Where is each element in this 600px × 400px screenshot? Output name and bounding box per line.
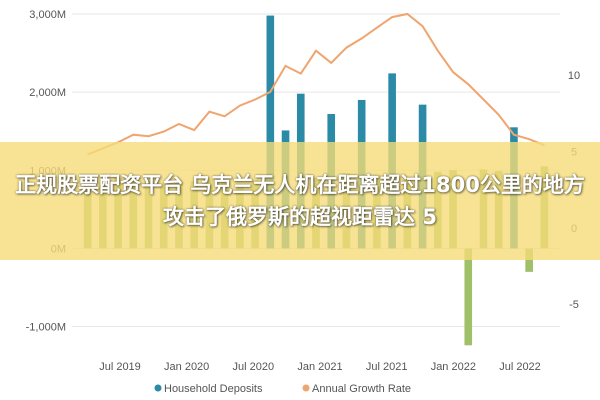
x-tick-label: Jan 2020 <box>164 361 209 373</box>
legend-label: Annual Growth Rate <box>312 383 411 395</box>
legend-marker-deposits <box>154 384 162 392</box>
y-right-tick-label: -5 <box>569 299 579 311</box>
x-tick-label: Jul 2020 <box>233 361 275 373</box>
x-tick-label: Jul 2022 <box>499 361 541 373</box>
headline-text: 正规股票配资平台 乌克兰无人机在距离超过1800公里的地方攻击了俄罗斯的超视距雷… <box>15 173 585 229</box>
x-tick-label: Jan 2022 <box>431 361 476 373</box>
y-right-tick-label: 10 <box>568 70 580 82</box>
annual-growth-rate-line <box>87 12 545 156</box>
headline-banner: 正规股票配资平台 乌克兰无人机在距离超过1800公里的地方攻击了俄罗斯的超视距雷… <box>0 142 600 260</box>
y-left-tick-label: 3,000M <box>29 9 66 21</box>
y-left-tick-label: 2,000M <box>29 87 66 99</box>
x-tick-label: Jul 2021 <box>366 361 408 373</box>
x-tick-label: Jul 2019 <box>99 361 141 373</box>
legend-label: Household Deposits <box>164 383 263 395</box>
household-deposits-bar <box>464 248 473 346</box>
x-tick-label: Jan 2021 <box>297 361 342 373</box>
household-deposits-bar <box>266 15 275 249</box>
household-deposits-bar <box>525 248 533 272</box>
legend-marker-growth <box>302 384 310 392</box>
y-left-tick-label: -1,000M <box>26 322 66 334</box>
